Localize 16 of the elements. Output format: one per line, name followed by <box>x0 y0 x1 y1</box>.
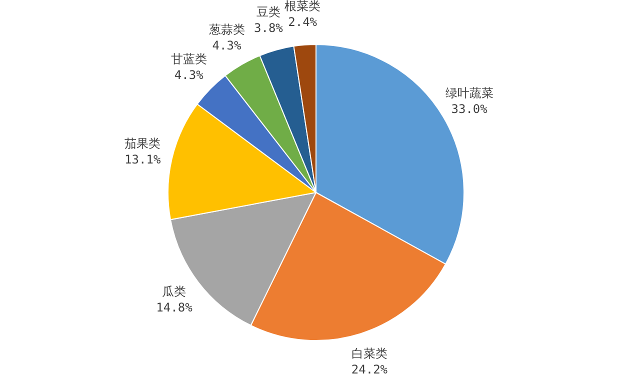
data-label: 2.4% <box>288 15 318 30</box>
slice-label: 甘蓝类 <box>170 52 207 66</box>
slice-label: 葱蒜类 <box>208 22 245 37</box>
data-label: 14.8% <box>156 300 194 314</box>
slice-label: 绿叶蔬菜 <box>445 86 494 100</box>
slice-label: 豆类 <box>256 5 280 20</box>
slice-label: 瓜类 <box>162 284 186 298</box>
slice-label: 根菜类 <box>284 0 321 14</box>
data-label: 24.2% <box>351 362 388 376</box>
data-label: 3.8% <box>254 21 284 36</box>
data-label: 33.0% <box>451 102 488 116</box>
slice-label: 茄果类 <box>124 136 161 150</box>
data-label: 4.3% <box>174 68 204 82</box>
data-label: 13.1% <box>124 152 162 166</box>
slice-label: 白菜类 <box>351 346 388 360</box>
data-label: 4.3% <box>212 38 242 53</box>
